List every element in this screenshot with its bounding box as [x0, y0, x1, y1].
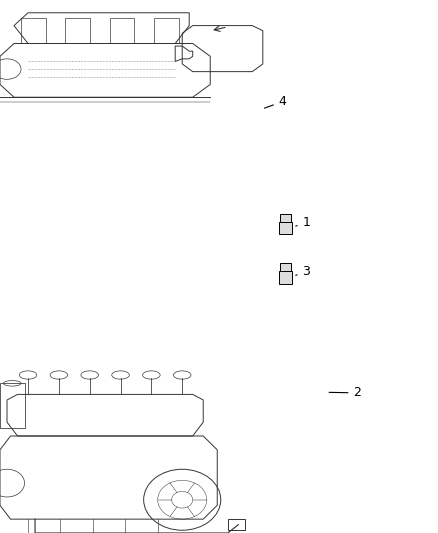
Bar	[0, 383, 25, 427]
Bar	[154, 18, 179, 44]
Bar	[65, 18, 90, 44]
Text: 4: 4	[265, 95, 286, 108]
Bar	[21, 18, 46, 44]
Text: 1: 1	[296, 216, 311, 229]
Bar	[110, 18, 134, 44]
Bar	[280, 263, 291, 271]
Bar	[280, 214, 291, 222]
Bar	[228, 519, 245, 530]
Bar	[279, 271, 293, 284]
Text: 2: 2	[329, 386, 361, 399]
Text: 3: 3	[296, 265, 311, 278]
Bar	[279, 222, 293, 235]
